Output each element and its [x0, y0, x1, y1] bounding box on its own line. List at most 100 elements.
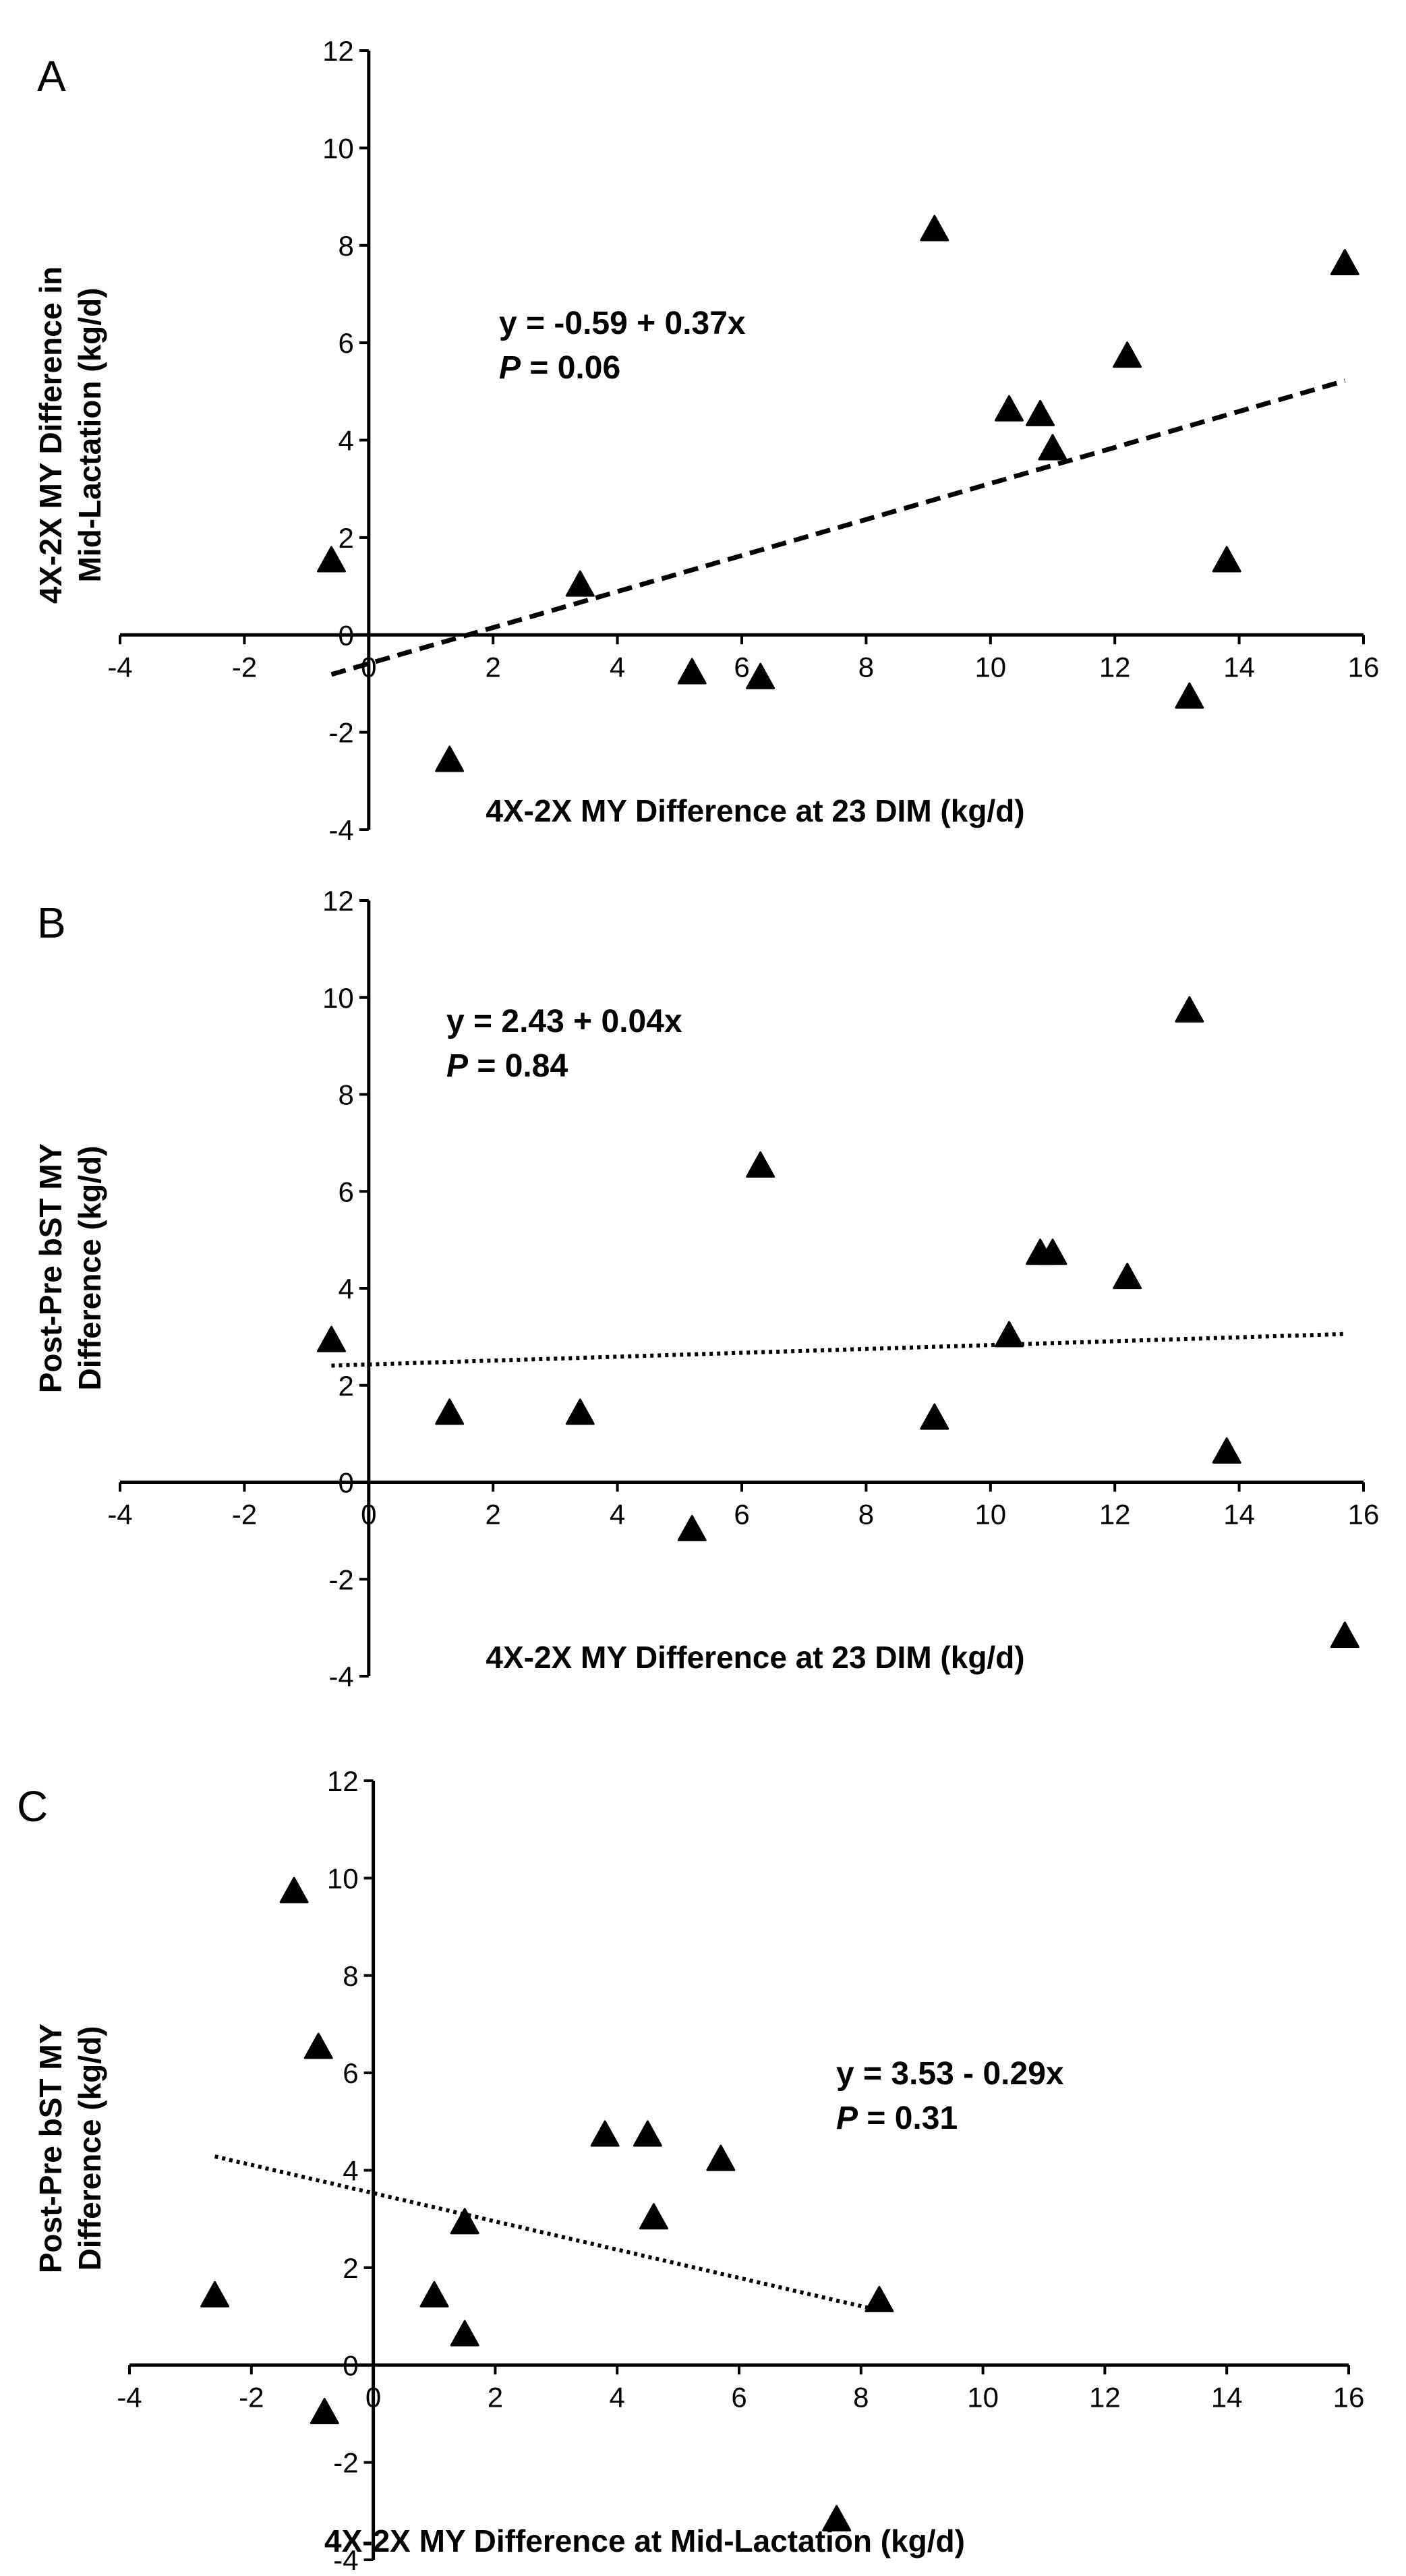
y-tick-label: 4 — [338, 1273, 353, 1305]
x-tick-label: -4 — [107, 1499, 132, 1530]
y-axis-title-line: 4X-2X MY Difference in — [33, 266, 68, 604]
y-tick-label: 8 — [343, 1960, 358, 1992]
x-tick-label: 8 — [858, 651, 874, 683]
p-symbol: P — [499, 350, 521, 386]
data-point-marker — [1212, 546, 1241, 573]
x-tick-label: 4 — [610, 1499, 625, 1530]
y-tick-label: 0 — [343, 2349, 358, 2381]
y-tick-label: 0 — [338, 1467, 353, 1499]
x-tick-label: 8 — [853, 2381, 869, 2413]
y-tick-label: -2 — [328, 717, 353, 749]
panel-label: C — [17, 1782, 48, 1831]
x-tick-label: 6 — [734, 1499, 749, 1530]
x-tick-label: 0 — [361, 1499, 376, 1530]
y-tick-label: 10 — [322, 982, 354, 1014]
data-point-marker — [1330, 249, 1359, 276]
y-tick-label: 4 — [343, 2155, 358, 2187]
regression-equation: y = -0.59 + 0.37x — [499, 306, 746, 341]
data-point-marker — [639, 2203, 668, 2230]
x-tick-label: 16 — [1348, 651, 1380, 683]
y-tick-label: 6 — [338, 1176, 353, 1207]
data-point-marker — [1330, 1622, 1359, 1648]
x-tick-label: 10 — [967, 2381, 999, 2413]
data-point-marker — [435, 1398, 465, 1425]
data-point-marker — [450, 2320, 479, 2347]
x-tick-label: 0 — [361, 651, 376, 683]
x-tick-label: 8 — [858, 1499, 874, 1530]
y-tick-label: -2 — [328, 1564, 353, 1595]
x-tick-label: 12 — [1099, 1499, 1131, 1530]
x-tick-label: 2 — [486, 1499, 501, 1530]
data-point-marker — [435, 745, 465, 772]
x-tick-label: -2 — [239, 2381, 264, 2413]
x-tick-label: 10 — [974, 1499, 1006, 1530]
y-tick-label: 2 — [338, 522, 353, 554]
data-point-marker — [1026, 399, 1055, 426]
p-value: = 0.06 — [521, 350, 620, 386]
panel-label: B — [37, 898, 66, 947]
x-tick-label: 16 — [1348, 1499, 1380, 1530]
data-point-marker — [994, 1321, 1024, 1348]
x-tick-label: 4 — [610, 2381, 625, 2413]
regression-equation: y = 2.43 + 0.04x — [446, 1004, 682, 1039]
data-point-marker — [1113, 1263, 1142, 1290]
y-tick-label: 4 — [338, 425, 353, 457]
y-tick-label: 10 — [327, 1862, 359, 1894]
data-point-marker — [677, 1514, 707, 1541]
y-tick-label: 12 — [322, 35, 354, 67]
scatter-panel-b: -4 -2 0 2 4 6 8 10 12 14 16 -4 -2 0 2 4 6 8 10 12 B 4X-2X MY … — [33, 885, 1379, 1692]
y-tick-label: 8 — [338, 1079, 353, 1111]
y-axis-title-line: Post-Pre bST MY — [33, 2024, 68, 2274]
scatter-panel-a: -4 -2 0 2 4 6 8 10 12 14 16 -4 -2 0 2 4 6 8 10 12 A 4X-2X MY … — [33, 35, 1379, 846]
data-point-marker — [316, 1325, 346, 1352]
data-point-marker — [200, 2281, 230, 2308]
y-tick-label: 12 — [327, 1765, 359, 1797]
data-point-marker — [316, 546, 346, 573]
data-point-marker — [303, 2032, 333, 2059]
y-axis-title-line: Post-Pre bST MY — [33, 1143, 68, 1394]
data-point-marker — [706, 2144, 736, 2171]
x-tick-label: 16 — [1333, 2381, 1365, 2413]
x-tick-label: -2 — [232, 651, 257, 683]
data-point-marker — [1175, 682, 1204, 709]
y-axis-title: Post-Pre bST MY Difference (kg/d) — [33, 1143, 107, 1394]
data-point-marker — [994, 395, 1024, 422]
x-tick-label: 12 — [1089, 2381, 1121, 2413]
y-axis-title: Post-Pre bST MY Difference (kg/d) — [33, 2024, 107, 2274]
trend-line — [214, 2154, 880, 2313]
y-tick-label: 2 — [343, 2252, 358, 2284]
x-tick-label: 14 — [1223, 651, 1255, 683]
x-axis-title: 4X-2X MY Difference at 23 DIM (kg/d) — [486, 1640, 1024, 1675]
data-point-marker — [746, 662, 775, 689]
x-tick-label: -2 — [232, 1499, 257, 1530]
y-tick-label: 12 — [322, 885, 354, 917]
p-value-label: P = 0.84 — [446, 1048, 568, 1084]
y-axis-title-line: Difference (kg/d) — [72, 2026, 107, 2271]
x-tick-label: 4 — [610, 651, 625, 683]
data-point-marker — [920, 214, 949, 241]
p-value-label: P = 0.31 — [836, 2100, 958, 2136]
x-tick-label: 14 — [1211, 2381, 1243, 2413]
x-tick-label: 6 — [734, 651, 749, 683]
x-tick-label: 10 — [974, 651, 1006, 683]
regression-equation: y = 3.53 - 0.29x — [836, 2056, 1064, 2092]
p-value: = 0.31 — [858, 2100, 958, 2136]
x-tick-label: 2 — [488, 2381, 503, 2413]
p-value-label: P = 0.06 — [499, 350, 620, 386]
data-point-marker — [865, 2285, 894, 2312]
x-tick-label: 2 — [486, 651, 501, 683]
data-point-marker — [633, 2120, 662, 2147]
data-point-marker — [279, 1877, 309, 1904]
x-tick-label: 0 — [365, 2381, 381, 2413]
y-axis-title-line: Mid-Lactation (kg/d) — [72, 288, 107, 583]
y-tick-label: 10 — [322, 132, 354, 164]
data-point-marker — [1175, 996, 1204, 1023]
y-tick-label: 2 — [338, 1370, 353, 1402]
y-tick-label: 8 — [338, 230, 353, 262]
data-point-marker — [450, 2208, 479, 2235]
data-point-marker — [746, 1151, 775, 1178]
y-tick-label: 6 — [338, 327, 353, 359]
p-symbol: P — [446, 1048, 469, 1084]
x-tick-label: -4 — [117, 2381, 142, 2413]
data-point-marker — [1038, 434, 1067, 461]
